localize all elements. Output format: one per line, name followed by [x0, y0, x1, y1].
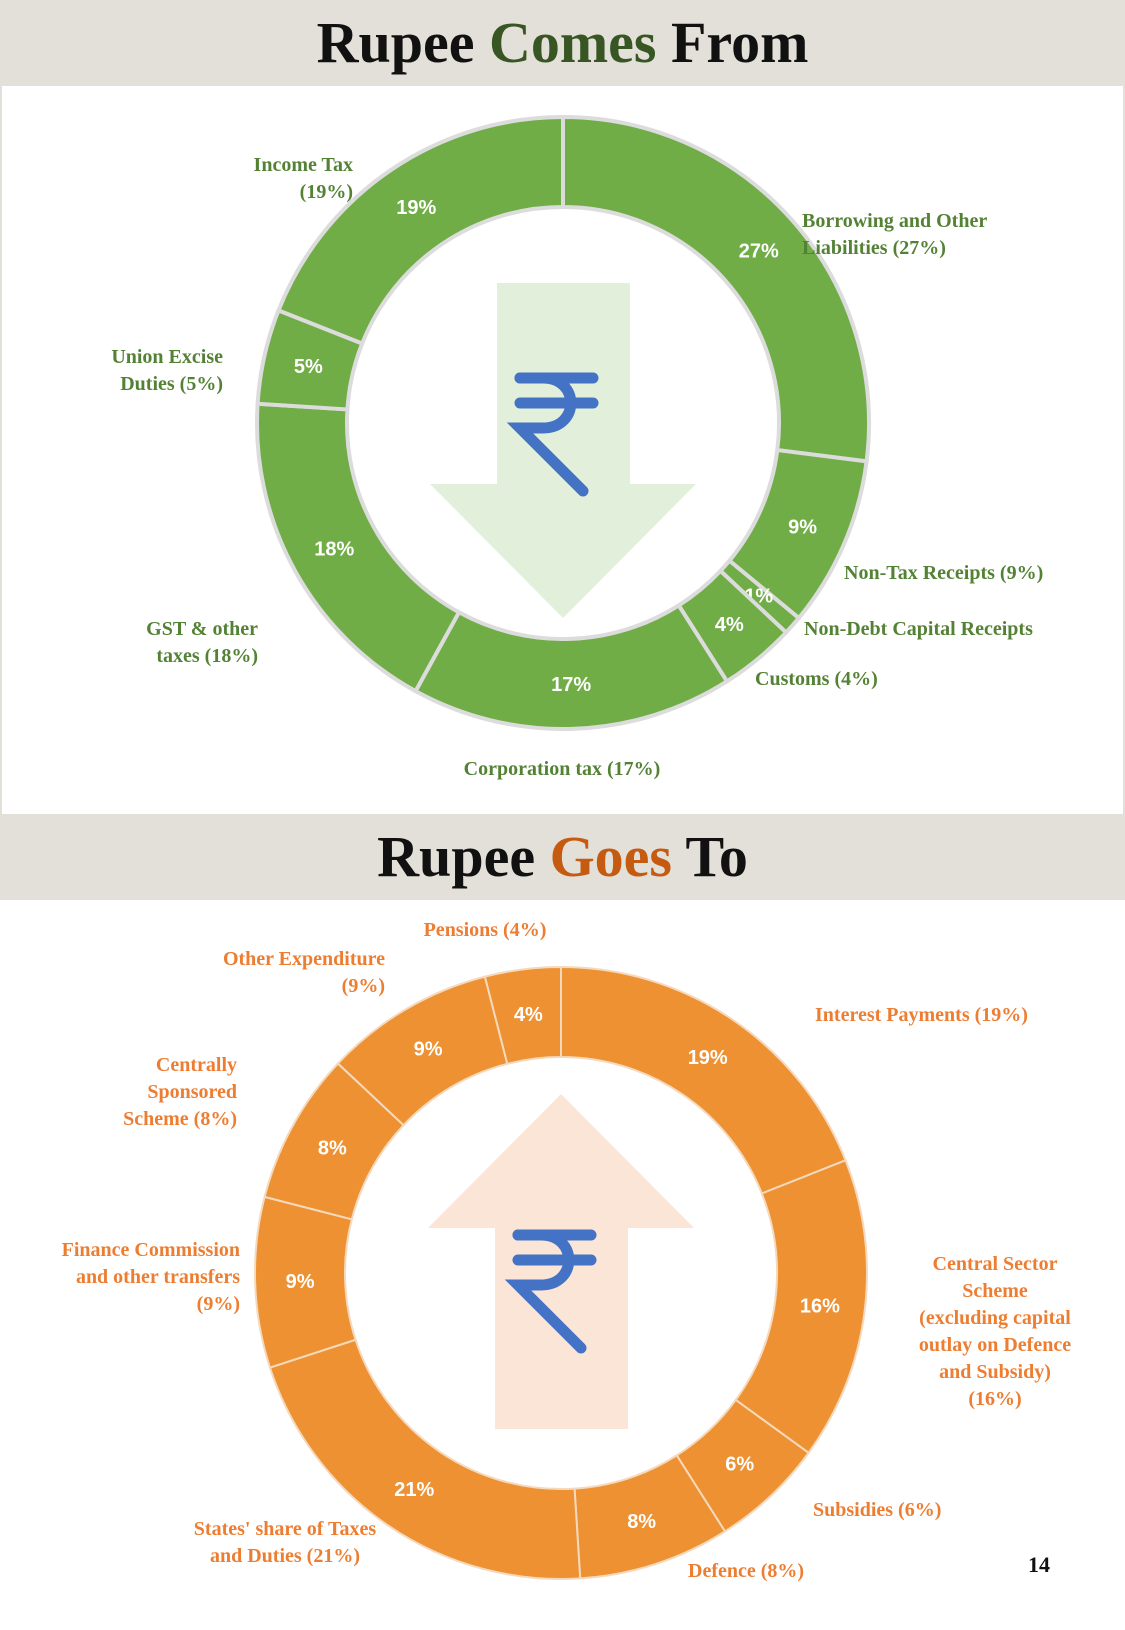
donut-slice — [275, 114, 565, 347]
slice-value-label: 9% — [788, 517, 817, 539]
slice-value-label: 19% — [396, 197, 436, 219]
arrow-down-icon — [430, 283, 696, 618]
slice-value-label: 9% — [414, 1038, 443, 1060]
slice-value-label: 27% — [739, 240, 779, 262]
donut-slice — [412, 602, 730, 731]
donut-slice — [561, 114, 871, 464]
slice-value-label: 17% — [551, 674, 591, 696]
header-rupee-goes-to: Rupee Goes To — [0, 814, 1125, 900]
slice-value-label: 6% — [725, 1453, 754, 1475]
slice-value-label: 4% — [514, 1004, 543, 1026]
slice-category-label: Centrally Sponsored Scheme (8%) — [123, 1054, 237, 1130]
slice-category-label: Customs (4%) — [755, 668, 878, 690]
income-panel: 27% 9% 1% 4% 17% 18% 5% 19% Borrowing and Other… — [0, 86, 1125, 814]
page-number: 14 — [1028, 1552, 1050, 1577]
expenditure-donut-chart: 19% 16% 6% 8% 21% 9% 8% 9% 4% — [254, 965, 868, 1580]
expenditure-panel: 19% 16% 6% 8% 21% 9% 8% 9% 4% Interest Payments … — [0, 900, 1125, 1625]
header-word-3: From — [670, 10, 809, 75]
header-word-1: Rupee — [377, 824, 536, 889]
slice-value-label: 4% — [715, 614, 744, 636]
header-word-2: Comes — [488, 10, 657, 75]
slice-category-label: Borrowing and Other Liabilities (27%) — [802, 210, 988, 259]
slice-category-label: Corporation tax (17%) — [463, 758, 661, 780]
slice-category-label: Non-Tax Receipts (9%) — [844, 562, 1044, 584]
rupee-icon — [504, 1229, 597, 1354]
slice-category-label: Other Expenditure (9%) — [222, 948, 385, 997]
slice-value-label: 8% — [318, 1137, 347, 1159]
header-word-3: To — [685, 824, 748, 889]
income-donut-chart: 27%9%1%4%17%18%5%19% — [255, 114, 871, 731]
slice-value-label: 5% — [294, 356, 323, 378]
slice-category-label: Central Sector Scheme (excluding capital… — [918, 1253, 1072, 1410]
slice-category-label: Interest Payments (19%) — [815, 1004, 1028, 1026]
rupee-icon — [506, 372, 599, 497]
header-word-1: Rupee — [316, 10, 475, 75]
slice-category-label: Subsidies (6%) — [813, 1499, 942, 1521]
slice-category-label: Pensions (4%) — [423, 919, 547, 941]
slice-category-label: Finance Commission and other transfers (… — [61, 1239, 240, 1315]
slice-category-label: Income Tax (19%) — [253, 154, 353, 203]
header-rupee-comes-from: Rupee Comes From — [0, 0, 1125, 86]
slice-value-label: 19% — [688, 1047, 728, 1069]
slice-value-label: 18% — [314, 539, 354, 561]
slice-category-label: Defence (8%) — [688, 1560, 805, 1582]
header-word-2: Goes — [549, 824, 672, 889]
donut-slice — [483, 965, 562, 1066]
slice-value-label: 21% — [394, 1479, 434, 1501]
slice-value-label: 9% — [286, 1271, 315, 1293]
slice-category-label: Union Excise Duties (5%) — [111, 346, 223, 395]
slice-category-label: Non-Debt Capital Receipts — [804, 618, 1033, 640]
slice-category-label: GST & other taxes (18%) — [146, 618, 258, 667]
donut-slice — [255, 401, 462, 694]
slice-value-label: 8% — [627, 1511, 656, 1533]
slice-value-label: 16% — [800, 1296, 840, 1318]
slice-category-label: States' share of Taxes and Duties (21%) — [193, 1518, 377, 1567]
